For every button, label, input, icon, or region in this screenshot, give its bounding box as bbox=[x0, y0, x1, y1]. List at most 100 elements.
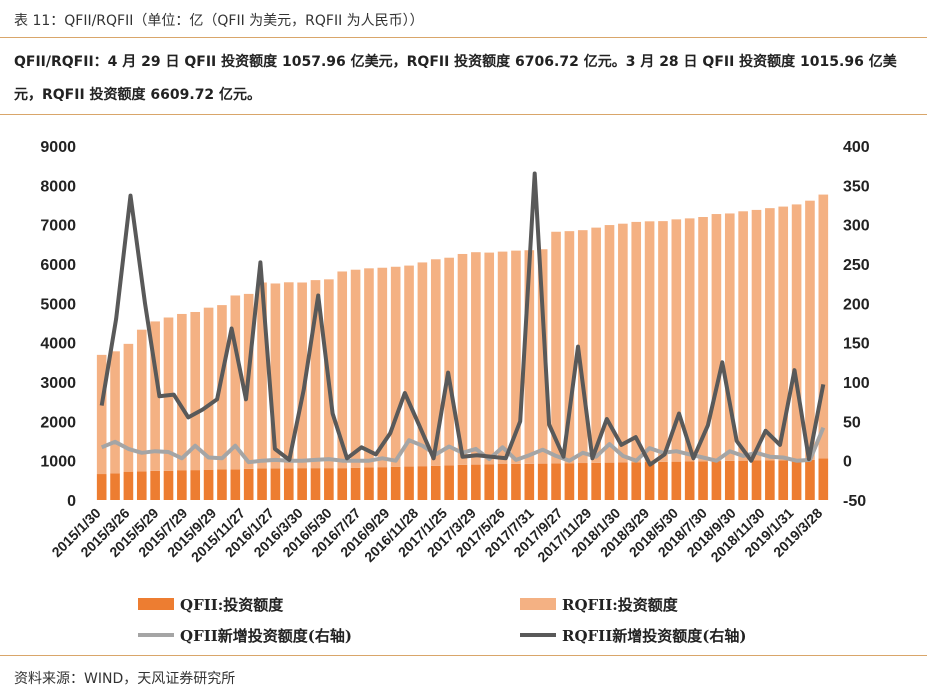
bar-rqfii bbox=[551, 231, 561, 464]
bar-qfii bbox=[444, 465, 454, 500]
bar-qfii bbox=[337, 468, 348, 500]
bar-qfii bbox=[310, 468, 321, 500]
bar-qfii bbox=[364, 467, 374, 500]
legend-label: QFII新增投资额度(右轴) bbox=[180, 627, 352, 645]
left-tick-label: 4000 bbox=[40, 336, 76, 353]
bar-qfii bbox=[724, 460, 735, 500]
bar-qfii bbox=[537, 463, 548, 500]
bar-rqfii bbox=[631, 221, 642, 463]
bar-rqfii bbox=[377, 267, 388, 468]
left-tick-label: 5000 bbox=[40, 296, 76, 313]
bar-rqfii bbox=[618, 223, 628, 463]
bar-qfii bbox=[243, 468, 254, 500]
source-rule bbox=[0, 655, 927, 656]
bar-rqfii bbox=[337, 271, 348, 469]
bar-rqfii bbox=[190, 311, 201, 471]
bar-qfii bbox=[136, 471, 147, 500]
bar-qfii bbox=[751, 460, 762, 500]
bar-qfii bbox=[110, 473, 120, 500]
bar-rqfii bbox=[738, 211, 748, 461]
bar-qfii bbox=[618, 462, 628, 500]
bar-rqfii bbox=[297, 282, 307, 469]
left-tick-label: 8000 bbox=[40, 178, 76, 195]
left-tick-label: 6000 bbox=[40, 257, 76, 274]
legend: QFII:投资额度 RQFII:投资额度 QFII新增投资额度(右轴) RQFII新增… bbox=[138, 596, 746, 645]
bar-rqfii bbox=[577, 230, 588, 464]
bar-rqfii bbox=[283, 282, 294, 469]
bar-rqfii bbox=[136, 329, 147, 472]
bar-rqfii bbox=[457, 253, 468, 465]
bar-rqfii bbox=[805, 200, 815, 460]
bars-layer bbox=[96, 194, 829, 500]
bar-qfii bbox=[377, 467, 388, 500]
bar-rqfii bbox=[364, 268, 374, 468]
summary-text: QFII/RQFII：4 月 29 日 QFII 投资额度 1057.96 亿美… bbox=[14, 54, 897, 103]
bar-qfii bbox=[457, 464, 468, 500]
right-axis: -50 0 50 100 150 200 250 300 350 400 bbox=[843, 139, 870, 510]
bar-rqfii bbox=[791, 204, 802, 461]
left-tick-label: 1000 bbox=[40, 454, 76, 471]
left-axis: 0 1000 2000 3000 4000 5000 6000 7000 8000 9000 bbox=[40, 139, 76, 510]
bar-rqfii bbox=[698, 216, 708, 462]
legend-swatch bbox=[138, 598, 174, 610]
bar-rqfii bbox=[150, 321, 160, 471]
x-axis: 2015/1/302015/3/262015/5/292015/7/292015… bbox=[48, 505, 825, 565]
lines-layer bbox=[99, 171, 826, 467]
bar-rqfii bbox=[417, 262, 428, 467]
bar-rqfii bbox=[203, 307, 214, 470]
bar-rqfii bbox=[684, 218, 695, 462]
bar-rqfii bbox=[123, 343, 134, 472]
right-tick-label: 200 bbox=[843, 296, 870, 313]
right-tick-label: 300 bbox=[843, 218, 870, 235]
bar-qfii bbox=[150, 470, 160, 500]
bar-rqfii bbox=[751, 209, 762, 461]
bar-qfii bbox=[324, 468, 334, 500]
bar-qfii bbox=[564, 463, 575, 500]
bar-qfii bbox=[711, 461, 722, 500]
legend-label: RQFII:投资额度 bbox=[562, 596, 679, 614]
bar-qfii bbox=[203, 469, 214, 500]
bar-rqfii bbox=[484, 252, 495, 465]
bar-qfii bbox=[604, 462, 615, 500]
bar-qfii bbox=[511, 463, 521, 500]
right-tick-label: 150 bbox=[843, 336, 870, 353]
right-tick-label: 400 bbox=[843, 139, 870, 156]
bar-qfii bbox=[778, 460, 789, 500]
bar-rqfii bbox=[310, 280, 321, 469]
bar-qfii bbox=[765, 460, 775, 500]
bar-qfii bbox=[484, 464, 495, 500]
bar-rqfii bbox=[524, 250, 535, 464]
bar-rqfii bbox=[217, 305, 227, 470]
bar-rqfii bbox=[644, 221, 655, 463]
bar-qfii bbox=[577, 463, 588, 500]
bar-qfii bbox=[257, 468, 267, 500]
bar-rqfii bbox=[444, 257, 454, 466]
bar-qfii bbox=[738, 460, 748, 500]
legend-swatch bbox=[520, 598, 556, 610]
bar-qfii bbox=[417, 466, 428, 500]
bar-rqfii bbox=[471, 252, 481, 465]
right-tick-label: 0 bbox=[843, 454, 852, 471]
bar-rqfii bbox=[604, 225, 615, 463]
right-tick-label: 250 bbox=[843, 257, 870, 274]
bar-qfii bbox=[404, 466, 414, 500]
bar-rqfii bbox=[818, 194, 829, 459]
left-tick-label: 2000 bbox=[40, 414, 76, 431]
bar-rqfii bbox=[110, 351, 120, 474]
bar-qfii bbox=[684, 461, 695, 500]
right-tick-label: 100 bbox=[843, 375, 870, 392]
bar-qfii bbox=[631, 462, 642, 500]
right-tick-label: 50 bbox=[843, 414, 861, 431]
bar-rqfii bbox=[430, 259, 441, 466]
bar-qfii bbox=[658, 461, 668, 500]
bar-rqfii bbox=[671, 219, 682, 462]
bar-qfii bbox=[430, 465, 441, 500]
bar-qfii bbox=[818, 458, 829, 500]
left-tick-label: 0 bbox=[67, 493, 76, 510]
right-tick-label: 350 bbox=[843, 178, 870, 195]
caption-rule bbox=[0, 37, 927, 38]
bar-qfii bbox=[390, 466, 401, 500]
bar-qfii bbox=[123, 471, 134, 500]
bar-rqfii bbox=[511, 250, 521, 464]
bar-qfii bbox=[524, 463, 535, 500]
